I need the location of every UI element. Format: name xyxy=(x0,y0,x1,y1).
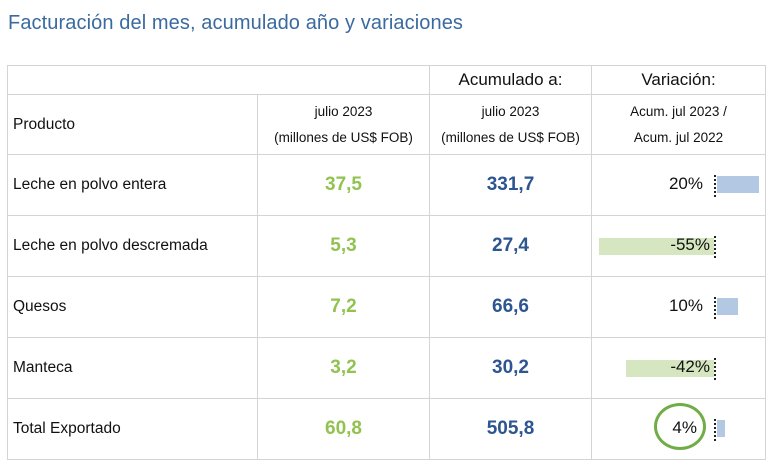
table-row: Quesos 7,2 66,6 10% xyxy=(7,276,766,338)
variation-bar xyxy=(598,238,714,255)
product-name: Leche en polvo descremada xyxy=(7,215,258,277)
variation-value: -55% xyxy=(670,235,710,254)
variation-value: -42% xyxy=(670,357,710,376)
variation-header: Acum. jul 2023 / Acum. jul 2022 xyxy=(591,94,766,155)
variation-cell: 4% xyxy=(591,398,766,460)
month-value: 5,3 xyxy=(257,215,430,277)
product-name: Manteca xyxy=(7,337,258,399)
month-header: julio 2023 (millones de US$ FOB) xyxy=(257,94,430,155)
product-name: Leche en polvo entera xyxy=(7,154,258,216)
variation-value: 20% xyxy=(668,174,703,193)
accum-value: 505,8 xyxy=(429,398,592,460)
variation-header-top: Variación: xyxy=(591,65,766,95)
billing-table: Acumulado a: Variación: Producto julio 2… xyxy=(7,65,766,460)
variation-header-line1: Acum. jul 2023 / xyxy=(630,103,727,119)
month-value: 3,2 xyxy=(257,337,430,399)
accum-header-top: Acumulado a: xyxy=(429,65,592,95)
variation-bar xyxy=(717,420,726,437)
accum-value: 27,4 xyxy=(429,215,592,277)
variation-value: 4% xyxy=(672,418,697,437)
variation-axis xyxy=(714,236,716,258)
header-row: Producto julio 2023 (millones de US$ FOB… xyxy=(7,94,766,155)
product-name: Quesos xyxy=(7,276,258,338)
accum-header: julio 2023 (millones de US$ FOB) xyxy=(429,94,592,155)
accum-header-line1: julio 2023 xyxy=(481,103,540,119)
total-row: Total Exportado 60,8 505,8 4% xyxy=(7,398,766,460)
variation-axis xyxy=(714,175,716,197)
variation-axis xyxy=(714,297,716,319)
month-header-line2: (millones de US$ FOB) xyxy=(274,129,413,145)
variation-header-line2: Acum. jul 2022 xyxy=(633,129,724,145)
variation-cell: -42% xyxy=(591,337,766,399)
accum-header-line2: (millones de US$ FOB) xyxy=(441,129,580,145)
product-name: Total Exportado xyxy=(7,398,258,460)
variation-value: 10% xyxy=(668,296,703,315)
variation-bar xyxy=(717,176,759,193)
month-value: 60,8 xyxy=(257,398,430,460)
accum-value: 331,7 xyxy=(429,154,592,216)
variation-cell: 10% xyxy=(591,276,766,338)
variation-axis xyxy=(714,419,716,441)
accum-value: 30,2 xyxy=(429,337,592,399)
highlight-circle xyxy=(654,403,706,450)
page-title: Facturación del mes, acumulado año y var… xyxy=(8,12,464,34)
header-row-top: Acumulado a: Variación: xyxy=(7,65,766,95)
variation-bar xyxy=(717,298,738,315)
table-row: Leche en polvo descremada 5,3 27,4 -55% xyxy=(7,215,766,277)
header-empty-cell xyxy=(7,65,430,95)
variation-cell: -55% xyxy=(591,215,766,277)
accum-value: 66,6 xyxy=(429,276,592,338)
variation-axis xyxy=(714,358,716,380)
month-value: 7,2 xyxy=(257,276,430,338)
product-header: Producto xyxy=(7,94,258,155)
variation-bar xyxy=(625,360,714,377)
table-row: Leche en polvo entera 37,5 331,7 20% xyxy=(7,154,766,216)
variation-cell: 20% xyxy=(591,154,766,216)
month-value: 37,5 xyxy=(257,154,430,216)
table-row: Manteca 3,2 30,2 -42% xyxy=(7,337,766,399)
month-header-line1: julio 2023 xyxy=(314,103,373,119)
